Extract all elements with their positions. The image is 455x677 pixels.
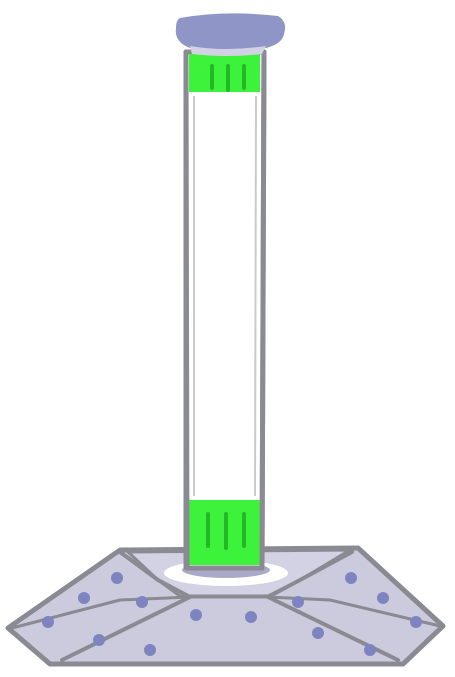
base-dot: [136, 596, 148, 608]
post-shaft-outline: [183, 49, 267, 571]
post-band-top: [189, 54, 260, 92]
post-inner-line-right: [254, 95, 257, 497]
base-dot: [111, 572, 123, 584]
base-dot: [312, 627, 324, 639]
base-dot: [292, 596, 304, 608]
post: [183, 49, 267, 571]
base-dot: [42, 616, 54, 628]
base-dot: [377, 592, 389, 604]
base-dot: [78, 592, 90, 604]
base-bevel-right: [266, 550, 400, 662]
post-shaft: [183, 49, 267, 571]
cap-underside: [190, 46, 266, 56]
cap-shape: [175, 13, 286, 51]
base-dot: [245, 611, 257, 623]
base-dot: [190, 609, 202, 621]
base-bevel-right-edge: [266, 595, 442, 628]
post-band-bottom-marks: [206, 512, 246, 550]
post-band-top-marks: [210, 64, 246, 92]
cap: [175, 13, 286, 56]
base-dot: [93, 634, 105, 646]
base-dot: [410, 616, 422, 628]
base-dots: [42, 572, 422, 656]
base-bevel-left: [60, 550, 192, 662]
base-dot: [364, 644, 376, 656]
base-dot: [345, 572, 357, 584]
base-dot: [144, 644, 156, 656]
